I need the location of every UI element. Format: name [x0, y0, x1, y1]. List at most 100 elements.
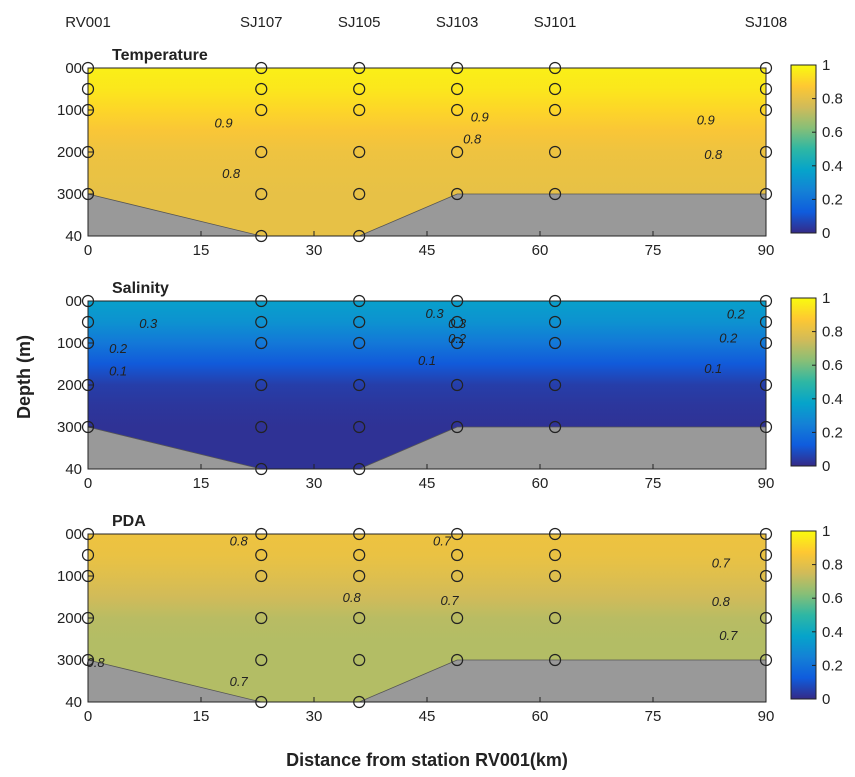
- contour-label: 0.2: [448, 331, 467, 346]
- colorbar-tick-label: 0.4: [822, 158, 843, 175]
- x-tick-label: 15: [193, 475, 210, 492]
- contour-label: 0.8: [230, 533, 249, 548]
- x-tick-label: 30: [306, 475, 323, 492]
- y-tick-label: 100: [57, 335, 82, 352]
- sample-point: [353, 187, 366, 201]
- sample-point: [451, 336, 464, 350]
- colorbar-tick-label: 1: [822, 290, 830, 307]
- contour-label: 0.3: [139, 316, 158, 331]
- sample-point: [451, 378, 464, 392]
- panel-title: Salinity: [112, 280, 169, 297]
- sample-point: [353, 420, 366, 434]
- contour-label: 0.9: [215, 116, 233, 131]
- contour-label: 0.2: [719, 331, 738, 346]
- y-tick-label: 100: [57, 102, 82, 119]
- station-label: SJ107: [240, 14, 283, 31]
- station-label: SJ103: [436, 14, 479, 31]
- contour-label: 0.8: [704, 147, 723, 162]
- y-tick-label: 40: [65, 228, 82, 245]
- contour-label: 0.2: [727, 307, 746, 322]
- contour-label: 0.8: [343, 590, 362, 605]
- y-tick-label: 300: [57, 186, 82, 203]
- x-tick-label: 90: [758, 708, 775, 725]
- station-label: SJ105: [338, 14, 381, 31]
- contour-label: 0.1: [109, 363, 127, 378]
- colorbar-tick-label: 0.2: [822, 424, 843, 441]
- colorbar-tick-label: 0.2: [822, 657, 843, 674]
- sample-point: [451, 145, 464, 159]
- sample-point: [255, 569, 268, 583]
- sample-point: [548, 315, 562, 329]
- sample-point: [353, 569, 366, 583]
- contour-label: 0.9: [697, 113, 715, 128]
- sample-point: [255, 611, 268, 625]
- colorbar-tick-label: 0: [822, 691, 830, 708]
- sample-point: [353, 548, 366, 562]
- x-tick-label: 15: [193, 242, 210, 259]
- sample-point: [255, 548, 268, 562]
- x-tick-label: 45: [419, 475, 436, 492]
- colorbar-tick-label: 0.8: [822, 324, 843, 341]
- y-tick-label: 40: [65, 694, 82, 711]
- sample-point: [353, 82, 366, 96]
- contour-label: 0.7: [433, 533, 452, 548]
- colorbar: [790, 530, 817, 700]
- colorbar-tick-label: 0.4: [822, 391, 843, 408]
- sample-point: [548, 378, 562, 392]
- contour-label: 0.8: [712, 594, 731, 609]
- contour-label: 0.2: [109, 341, 128, 356]
- sample-point: [451, 569, 464, 583]
- colorbar-tick-label: 0.6: [822, 357, 843, 374]
- sample-point: [255, 336, 268, 350]
- colorbar-tick-label: 0.8: [822, 557, 843, 574]
- sample-point: [548, 420, 562, 434]
- colorbar-tick-label: 0.8: [822, 91, 843, 108]
- sample-point: [548, 145, 562, 159]
- x-tick-label: 75: [645, 475, 662, 492]
- sample-point: [255, 653, 268, 667]
- sample-point: [353, 611, 366, 625]
- y-tick-label: 00: [65, 526, 82, 543]
- sample-point: [255, 420, 268, 434]
- x-tick-label: 75: [645, 242, 662, 259]
- panel-title: Temperature: [112, 47, 208, 64]
- contour-label: 0.9: [471, 109, 489, 124]
- sample-point: [255, 82, 268, 96]
- sample-point: [255, 187, 268, 201]
- sample-point: [451, 548, 464, 562]
- y-tick-label: 100: [57, 568, 82, 585]
- station-label: RV001: [65, 14, 111, 31]
- contour-label: 0.1: [418, 353, 436, 368]
- sample-point: [255, 103, 268, 117]
- sample-point: [451, 315, 464, 329]
- contour-label: 0.8: [86, 655, 105, 670]
- panel-1: 0.30.30.30.20.2 0.20.20.10.10.10 15 30 45 60 7…: [57, 280, 843, 492]
- sample-point: [548, 548, 562, 562]
- x-axis-label: Distance from station RV001(km): [286, 750, 568, 770]
- panels: 0.9 0.9 0.90.80.80.80 15 30 45 60 75 90001002003…: [57, 47, 843, 725]
- sample-point: [255, 315, 268, 329]
- panel-title: PDA: [112, 513, 146, 530]
- x-tick-label: 30: [306, 242, 323, 259]
- contour-label: 0.8: [463, 132, 482, 147]
- contour-label: 0.8: [222, 166, 241, 181]
- x-tick-label: 60: [532, 475, 549, 492]
- sample-point: [548, 336, 562, 350]
- x-tick-label: 15: [193, 708, 210, 725]
- x-tick-label: 0: [84, 708, 92, 725]
- colorbar: [790, 297, 817, 467]
- sample-point: [255, 145, 268, 159]
- sample-point: [353, 378, 366, 392]
- y-tick-label: 00: [65, 60, 82, 77]
- y-tick-label: 200: [57, 610, 82, 627]
- x-tick-label: 60: [532, 708, 549, 725]
- contour-label: 0.1: [704, 361, 722, 376]
- x-tick-label: 60: [532, 242, 549, 259]
- contour-label: 0.3: [448, 316, 467, 331]
- colorbar-tick-label: 1: [822, 523, 830, 540]
- panel-2: 0.8 0.7 0.7 0.8 0.8 0.7 0.7 0.8 0.7 0 15 30 45 60 75 90…: [57, 513, 843, 725]
- x-tick-label: 45: [419, 242, 436, 259]
- colorbar-tick-label: 0: [822, 458, 830, 475]
- x-tick-label: 75: [645, 708, 662, 725]
